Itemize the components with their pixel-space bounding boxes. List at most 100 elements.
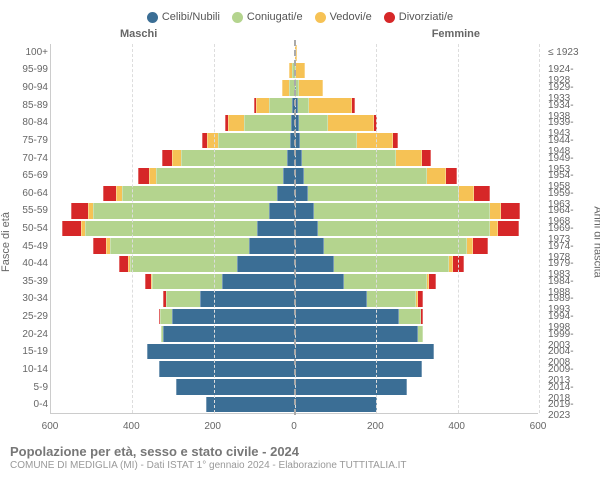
segment-coniugati (314, 203, 490, 219)
legend-label: Celibi/Nubili (162, 11, 220, 23)
segment-celibi (237, 256, 295, 272)
segment-divorziati (474, 186, 489, 202)
segment-coniugati (122, 186, 278, 202)
segment-celibi (163, 326, 294, 342)
segment-celibi (295, 397, 377, 413)
male-bar (51, 256, 295, 272)
age-label: 85-89 (2, 100, 48, 111)
population-pyramid-chart: Fasce di età Anni di nascita 60040020002… (0, 44, 600, 440)
segment-celibi (249, 238, 295, 254)
male-bar (51, 361, 295, 377)
plot-area (50, 44, 538, 414)
female-bar (295, 221, 539, 237)
age-label: 80-84 (2, 117, 48, 128)
segment-vedovi (490, 221, 498, 237)
legend-item: Celibi/Nubili (147, 11, 220, 23)
age-label: 100+ (2, 47, 48, 58)
male-bar (51, 238, 295, 254)
male-bar (51, 98, 295, 114)
segment-coniugati (181, 150, 288, 166)
segment-coniugati (218, 133, 290, 149)
female-bar (295, 274, 539, 290)
female-bar (295, 133, 539, 149)
segment-vedovi (172, 150, 181, 166)
gender-male-label: Maschi (120, 28, 157, 40)
male-bar (51, 168, 295, 184)
segment-coniugati (334, 256, 449, 272)
age-label: 25-29 (2, 311, 48, 322)
segment-vedovi (490, 203, 501, 219)
segment-coniugati (166, 291, 200, 307)
segment-vedovi (207, 133, 218, 149)
chart-footer: Popolazione per età, sesso e stato civil… (0, 440, 600, 471)
segment-celibi (295, 291, 367, 307)
segment-celibi (159, 361, 294, 377)
male-bar (51, 344, 295, 360)
segment-celibi (222, 274, 294, 290)
male-bar (51, 309, 295, 325)
chart-subtitle: COMUNE DI MEDIGLIA (MI) - Dati ISTAT 1° … (10, 460, 590, 471)
segment-celibi (295, 309, 400, 325)
birth-year-label: ≤ 1923 (548, 47, 594, 58)
legend-item: Coniugati/e (232, 11, 303, 23)
segment-vedovi (427, 168, 446, 184)
segment-divorziati (71, 203, 88, 219)
segment-celibi (277, 186, 294, 202)
female-bar (295, 291, 539, 307)
segment-coniugati (399, 309, 420, 325)
segment-celibi (206, 397, 294, 413)
grid-line (214, 44, 215, 413)
segment-divorziati (138, 168, 149, 184)
segment-celibi (269, 203, 294, 219)
segment-divorziati (501, 203, 520, 219)
x-tick-label: 200 (204, 421, 221, 432)
segment-celibi (295, 326, 418, 342)
segment-vedovi (396, 150, 421, 166)
age-label: 40-44 (2, 258, 48, 269)
segment-coniugati (110, 238, 249, 254)
female-bar (295, 168, 539, 184)
segment-coniugati (298, 98, 309, 114)
segment-celibi (172, 309, 295, 325)
segment-celibi (257, 221, 295, 237)
female-bar (295, 186, 539, 202)
segment-celibi (295, 256, 335, 272)
segment-divorziati (422, 150, 431, 166)
female-bar (295, 326, 539, 342)
chart-title: Popolazione per età, sesso e stato civil… (10, 444, 590, 459)
age-label: 35-39 (2, 276, 48, 287)
segment-coniugati (418, 326, 424, 342)
legend-label: Vedovi/e (330, 11, 372, 23)
female-bar (295, 397, 539, 413)
segment-divorziati (498, 221, 519, 237)
male-bar (51, 291, 295, 307)
grid-line (132, 44, 133, 413)
age-label: 5-9 (2, 382, 48, 393)
male-bar (51, 80, 295, 96)
gender-female-label: Femmine (432, 28, 480, 40)
legend-label: Divorziati/e (399, 11, 453, 23)
female-bar (295, 80, 539, 96)
female-bar (295, 63, 539, 79)
male-bar (51, 150, 295, 166)
segment-vedovi (256, 98, 269, 114)
age-label: 0-4 (2, 399, 48, 410)
x-tick-label: 0 (291, 421, 297, 432)
age-label: 70-74 (2, 153, 48, 164)
age-label: 90-94 (2, 82, 48, 93)
x-tick-label: 600 (42, 421, 59, 432)
x-tick-label: 400 (123, 421, 140, 432)
birth-year-label: 2019-2023 (548, 399, 594, 421)
female-bar (295, 361, 539, 377)
legend-swatch (384, 12, 395, 23)
male-bar (51, 326, 295, 342)
age-label: 20-24 (2, 329, 48, 340)
segment-vedovi (328, 115, 374, 131)
segment-coniugati (308, 186, 459, 202)
grid-line (539, 44, 540, 413)
segment-divorziati (421, 309, 423, 325)
female-bar (295, 379, 539, 395)
segment-celibi (176, 379, 295, 395)
segment-celibi (295, 221, 318, 237)
female-bar (295, 203, 539, 219)
